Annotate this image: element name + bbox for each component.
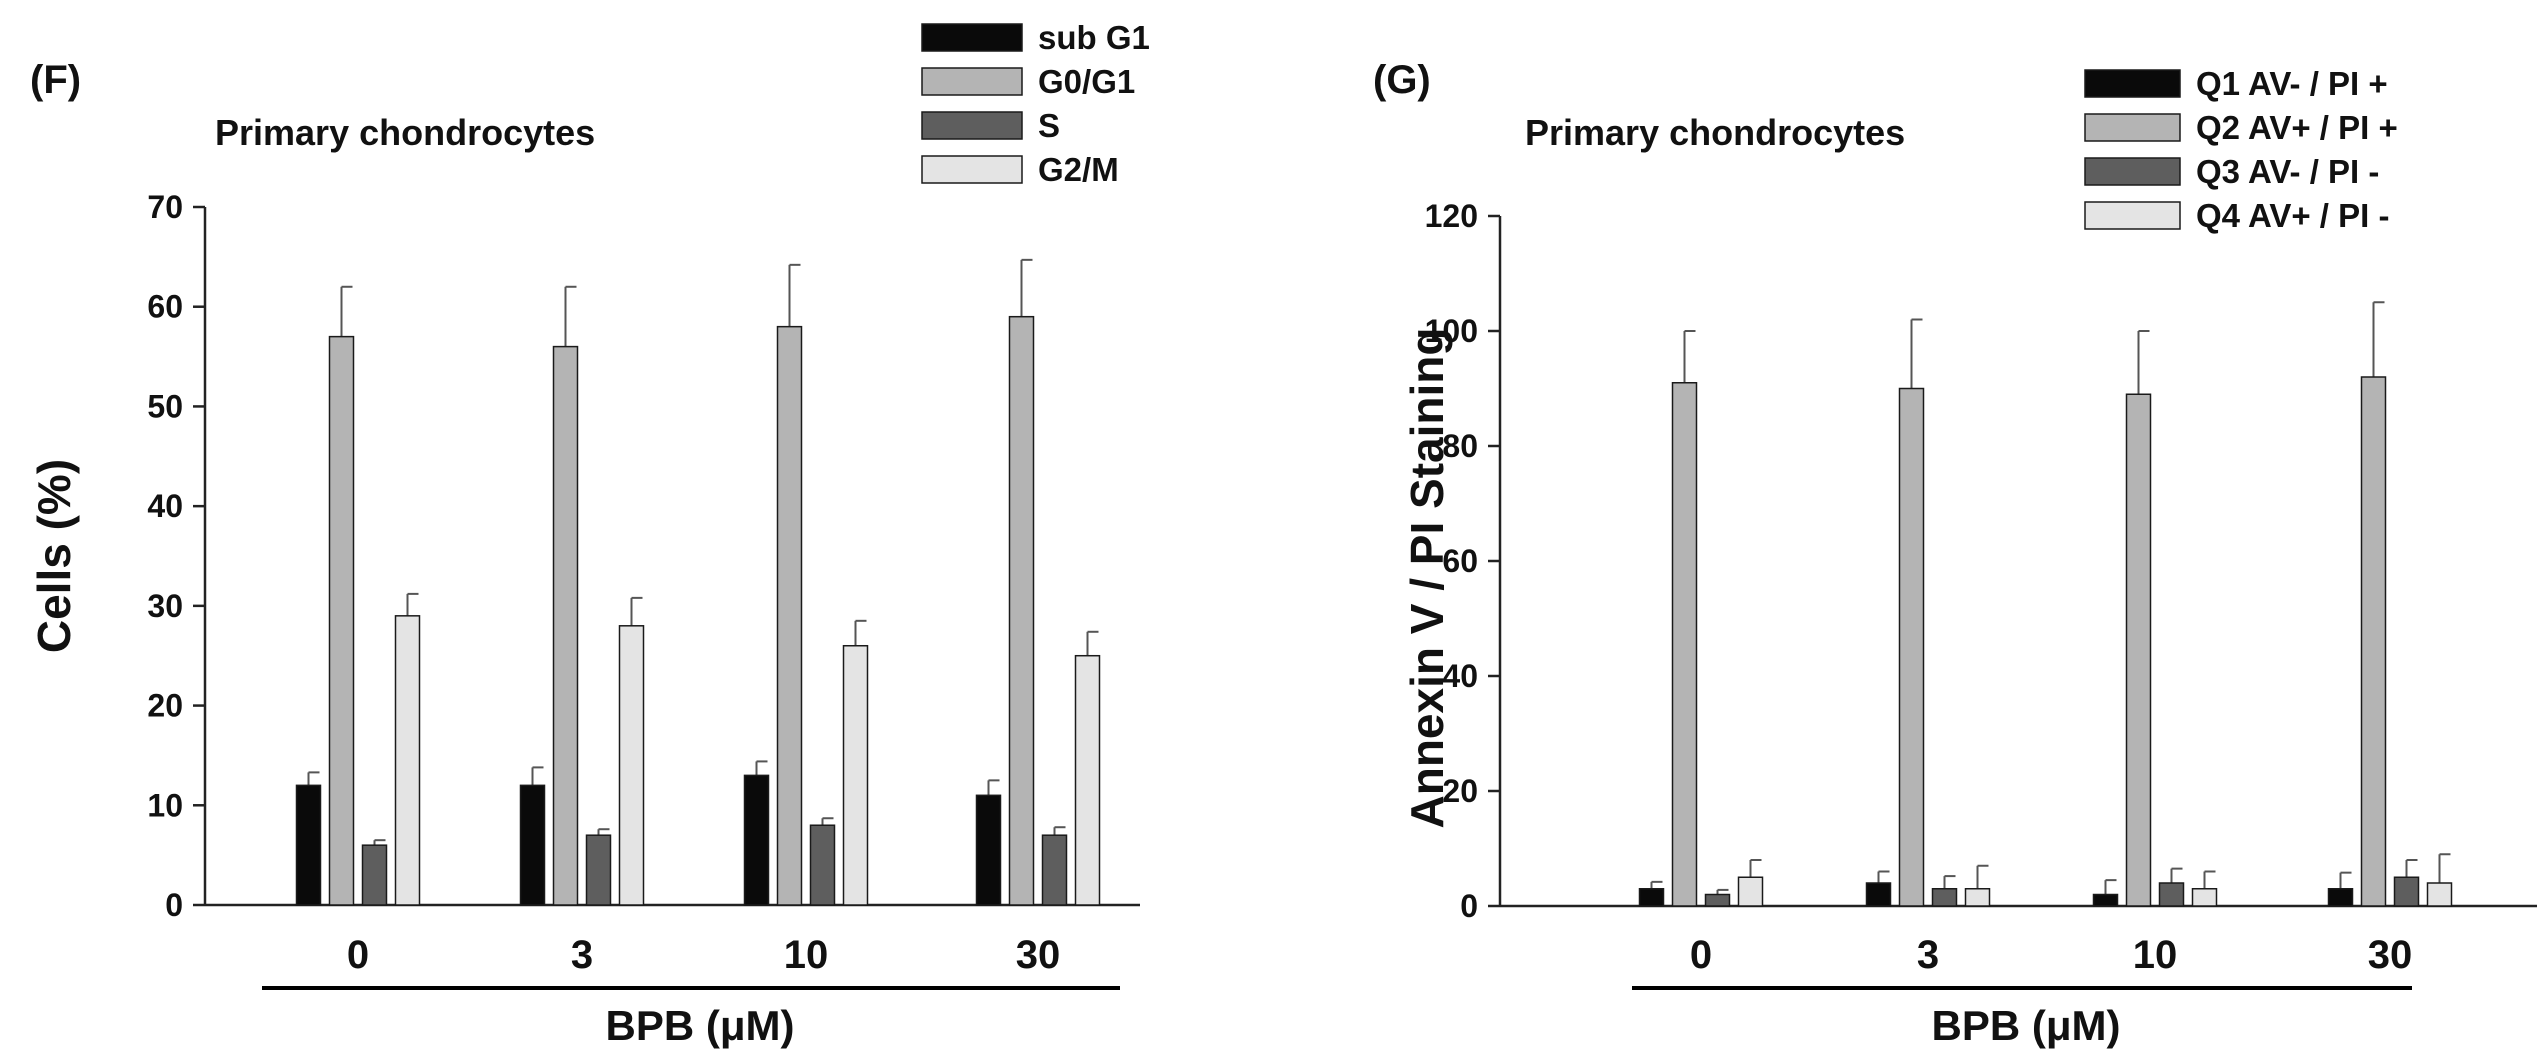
chart2-category-label: 30 xyxy=(2368,933,2413,977)
chart2-legend-label: Q1 AV- / PI + xyxy=(2196,65,2388,102)
chart2-title: Primary chondrocytes xyxy=(1525,112,1905,153)
chart2-legend-label: Q3 AV- / PI - xyxy=(2196,153,2379,190)
chart1-x-axis-label: BPB (μM) xyxy=(606,1002,795,1049)
chart2-legend-swatch xyxy=(2084,69,2181,98)
chart2-bar xyxy=(2092,893,2119,907)
chart1-y-tick-label: 50 xyxy=(147,388,183,424)
chart1-bar xyxy=(552,345,579,906)
chart2-y-tick-label: 0 xyxy=(1460,888,1478,924)
chart1-category-label: 30 xyxy=(1016,933,1061,977)
chart2-legend-swatch xyxy=(2084,157,2181,186)
chart2-bar xyxy=(1704,893,1731,907)
chart1-bar xyxy=(519,784,546,906)
chart1-legend-swatch xyxy=(921,155,1023,184)
chart2-legend-swatch xyxy=(2084,113,2181,142)
chart2-bar xyxy=(1671,382,1698,907)
chart2-legend-label: Q4 AV+ / PI - xyxy=(2196,197,2389,234)
chart1-bar xyxy=(743,774,770,906)
chart2-category-label: 3 xyxy=(1917,933,1939,977)
chart1-bar xyxy=(361,844,388,906)
chart2-bar xyxy=(1638,888,1665,907)
chart1-legend-label: sub G1 xyxy=(1038,19,1150,56)
chart2-x-axis-label: BPB (μM) xyxy=(1932,1002,2121,1049)
chart2-panel-label: (G) xyxy=(1373,58,1431,102)
chart1-bar xyxy=(776,325,803,906)
chart2-bar xyxy=(2426,882,2453,907)
chart1-bar xyxy=(1074,654,1101,906)
chart2-bar xyxy=(1931,888,1958,907)
chart1-y-tick-label: 30 xyxy=(147,588,183,624)
chart2-y-tick-label: 60 xyxy=(1442,543,1478,579)
chart2-y-tick-label: 100 xyxy=(1425,313,1478,349)
chart1-bar xyxy=(394,615,421,906)
chart1-y-tick-label: 20 xyxy=(147,688,183,724)
chart1-panel-label: (F) xyxy=(30,58,81,102)
chart1-legend-label: G0/G1 xyxy=(1038,63,1135,100)
chart2-y-tick-label: 20 xyxy=(1442,773,1478,809)
chart2-category-label: 0 xyxy=(1690,933,1712,977)
chart2-bar xyxy=(2125,393,2152,907)
chart2-bar xyxy=(1737,876,1764,907)
chart1-title: Primary chondrocytes xyxy=(215,112,595,153)
chart2-bar xyxy=(2191,888,2218,907)
chart1-y-axis-label: Cells (%) xyxy=(28,459,80,653)
chart1-y-tick-label: 10 xyxy=(147,787,183,823)
chart2-y-axis-label: Annexin V / PI Staining xyxy=(1401,328,1453,829)
chart2-bar xyxy=(2158,882,2185,907)
chart1-category-label: 3 xyxy=(571,933,593,977)
chart1-bar xyxy=(585,834,612,906)
chart1-legend-label: S xyxy=(1038,107,1060,144)
chart1-bar xyxy=(842,644,869,906)
chart1-bar xyxy=(975,794,1002,906)
chart1-y-tick-label: 60 xyxy=(147,289,183,325)
chart2-category-label: 10 xyxy=(2133,933,2178,977)
chart1-y-tick-label: 0 xyxy=(165,887,183,923)
chart2-bar xyxy=(2360,376,2387,907)
chart1-category-label: 10 xyxy=(784,933,829,977)
chart2-y-tick-label: 40 xyxy=(1442,658,1478,694)
chart2-y-tick-label: 120 xyxy=(1425,198,1478,234)
chart1-bar xyxy=(1041,834,1068,906)
chart1-legend-swatch xyxy=(921,111,1023,140)
chart1-y-tick-label: 40 xyxy=(147,488,183,524)
chart2-legend-label: Q2 AV+ / PI + xyxy=(2196,109,2398,146)
chart2-bar xyxy=(2327,888,2354,907)
chart2-bar xyxy=(1964,888,1991,907)
chart1-bar xyxy=(295,784,322,906)
chart1-legend-swatch xyxy=(921,23,1023,52)
chart1-bar xyxy=(328,335,355,906)
chart1-y-tick-label: 70 xyxy=(147,189,183,225)
chart1-legend-label: G2/M xyxy=(1038,151,1119,188)
chart1-bar xyxy=(809,824,836,906)
chart1-category-label: 0 xyxy=(347,933,369,977)
chart2-bar xyxy=(1898,387,1925,907)
chart2-bar xyxy=(1865,882,1892,907)
chart2-legend-swatch xyxy=(2084,201,2181,230)
chart1-legend-swatch xyxy=(921,67,1023,96)
chart2-y-tick-label: 80 xyxy=(1442,428,1478,464)
chart1-bar xyxy=(1008,315,1035,906)
chart1-bar xyxy=(618,625,645,906)
chart2-bar xyxy=(2393,876,2420,907)
